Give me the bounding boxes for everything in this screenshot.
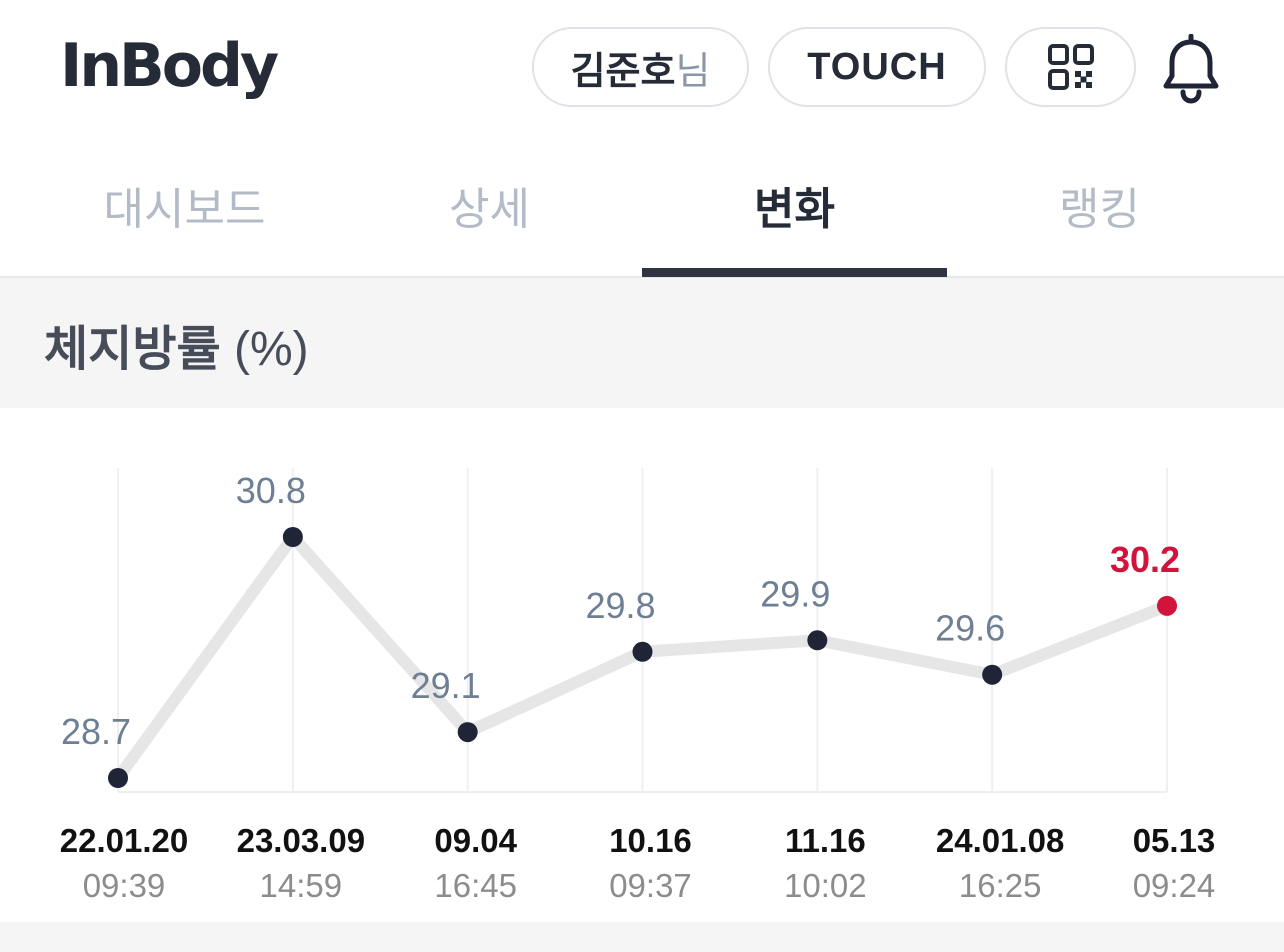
section-title-text: 체지방률	[44, 323, 221, 376]
qr-button[interactable]	[1005, 27, 1136, 107]
user-name-button[interactable]: 김준호 님	[532, 27, 749, 107]
chart-data-point	[982, 664, 1003, 685]
chart-x-tick-time: 14:59	[260, 867, 343, 904]
chart-x-tick-time: 10:02	[784, 867, 867, 904]
tab-bar: 대시보드 상세 변화 랭킹	[0, 140, 1284, 278]
chart-data-point	[457, 722, 478, 743]
chart-value-label: 30.2	[1110, 539, 1180, 580]
chart-value-label: 30.8	[236, 470, 306, 511]
app-header: InBody 김준호 님 TOUCH	[0, 0, 1284, 140]
chart-x-tick-date: 11.16	[785, 822, 866, 859]
chart-x-tick-date: 24.01.08	[936, 822, 1064, 859]
chart-x-tick-time: 09:37	[609, 867, 692, 904]
user-name: 김준호	[570, 50, 676, 93]
qr-code-icon	[1047, 44, 1094, 90]
bell-icon[interactable]	[1160, 34, 1222, 104]
chart-x-tick-date: 22.01.20	[60, 822, 188, 859]
chart-value-label: 29.6	[935, 608, 1005, 649]
chart-x-tick-time: 16:45	[434, 867, 517, 904]
chart-value-label: 28.7	[61, 711, 131, 752]
tab-ranking[interactable]: 랭킹	[1059, 185, 1140, 234]
inbody-logo: InBody	[60, 31, 279, 101]
chart-data-point	[632, 641, 653, 662]
chart-x-tick-date: 10.16	[609, 822, 692, 859]
section-title-unit: (%)	[233, 323, 309, 376]
chart-data-point	[1157, 595, 1177, 616]
chart-x-tick-date: 05.13	[1133, 822, 1216, 859]
chart-data-point	[108, 768, 128, 788]
touch-button[interactable]: TOUCH	[768, 27, 986, 107]
chart-data-point	[282, 527, 303, 547]
tab-detail[interactable]: 상세	[449, 185, 530, 234]
tab-change[interactable]: 변화	[754, 185, 835, 234]
chart-value-label: 29.8	[585, 585, 655, 626]
user-honorific: 님	[675, 50, 711, 93]
chart-x-tick-time: 09:39	[83, 867, 166, 904]
chart-card: 28.7 30.8 29.1 29.8 29.9 29.6 30.2 22.01.20 09:3…	[0, 408, 1284, 922]
chart-data-point	[807, 630, 828, 651]
chart-x-tick-time: 09:24	[1133, 867, 1216, 904]
chart-value-label: 29.9	[760, 573, 830, 614]
chart-x-tick-date: 09.04	[434, 822, 517, 859]
tab-dashboard[interactable]: 대시보드	[103, 185, 266, 234]
chart-x-tick-time: 16:25	[959, 867, 1042, 904]
body-fat-chart: 28.7 30.8 29.1 29.8 29.9 29.6 30.2 22.01.20 09:3…	[60, 468, 1216, 904]
active-tab-indicator	[642, 268, 947, 277]
chart-value-label: 29.1	[411, 665, 481, 706]
chart-x-tick-date: 23.03.09	[237, 822, 365, 859]
section-title: 체지방률 (%)	[44, 318, 309, 382]
